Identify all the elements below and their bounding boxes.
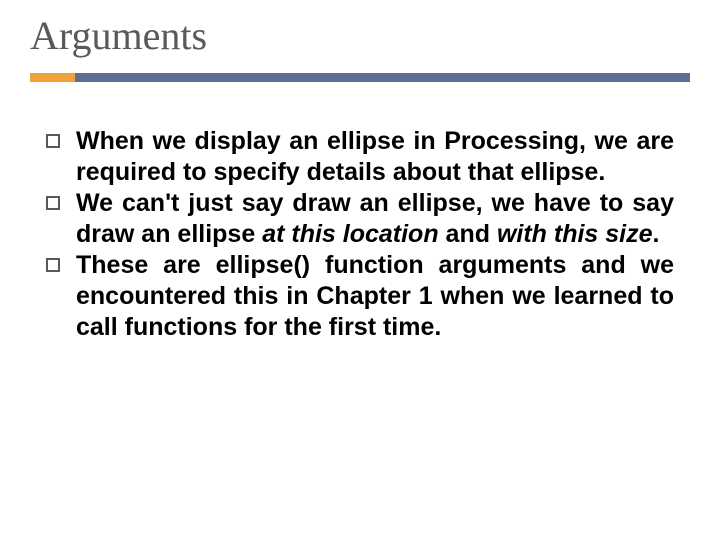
list-item: These are ellipse() function arguments a… — [46, 250, 674, 343]
slide: Arguments When we display an ellipse in … — [0, 0, 720, 540]
slide-title: Arguments — [30, 0, 690, 73]
list-item: When we display an ellipse in Processing… — [46, 126, 674, 188]
divider — [30, 73, 690, 82]
bullet-text: When we display an ellipse in Processing… — [76, 126, 674, 188]
divider-main — [75, 73, 690, 82]
bullet-list: When we display an ellipse in Processing… — [46, 126, 674, 343]
bullet-text: These are ellipse() function arguments a… — [76, 250, 674, 343]
bullet-text: We can't just say draw an ellipse, we ha… — [76, 188, 674, 250]
bullet-marker-icon — [46, 196, 60, 210]
slide-content: When we display an ellipse in Processing… — [30, 82, 690, 343]
bullet-marker-icon — [46, 134, 60, 148]
list-item: We can't just say draw an ellipse, we ha… — [46, 188, 674, 250]
bullet-marker-icon — [46, 258, 60, 272]
divider-accent — [30, 73, 75, 82]
